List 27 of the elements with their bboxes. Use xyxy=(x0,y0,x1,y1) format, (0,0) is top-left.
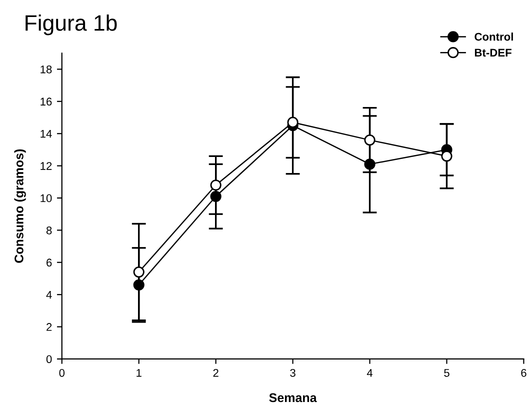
x-axis-title: Semana xyxy=(269,393,317,402)
point xyxy=(287,116,298,128)
legend-label: Bt-DEF xyxy=(474,48,512,57)
y-tick-label: 4 xyxy=(46,290,52,299)
y-tick-label: 14 xyxy=(40,130,52,138)
y-tick-label: 12 xyxy=(40,162,52,170)
point xyxy=(133,266,144,278)
x-tick-label: 4 xyxy=(366,369,373,377)
y-axis-title: Consumo (gramos) xyxy=(14,149,26,263)
y-tick-label: 18 xyxy=(40,65,52,74)
x-tick-label: 6 xyxy=(521,368,526,377)
y-tick-label: 0 xyxy=(46,355,52,364)
y-tick-label: 16 xyxy=(40,98,52,106)
x-tick-label: 3 xyxy=(290,368,296,377)
point xyxy=(210,180,222,191)
x-tick-label: 5 xyxy=(444,369,450,377)
legend-label: Control xyxy=(474,32,513,41)
y-tick-label: 10 xyxy=(40,194,52,202)
x-tick-label: 1 xyxy=(136,369,142,377)
x-tick-label: 0 xyxy=(59,368,65,377)
x-tick-label: 2 xyxy=(213,368,218,377)
y-tick-label: 6 xyxy=(46,258,52,267)
chart-title: Figura 1b xyxy=(26,14,117,36)
point xyxy=(441,150,452,162)
y-tick-label: 8 xyxy=(46,226,52,234)
y-tick-label: 2 xyxy=(46,323,52,331)
point xyxy=(364,134,376,146)
